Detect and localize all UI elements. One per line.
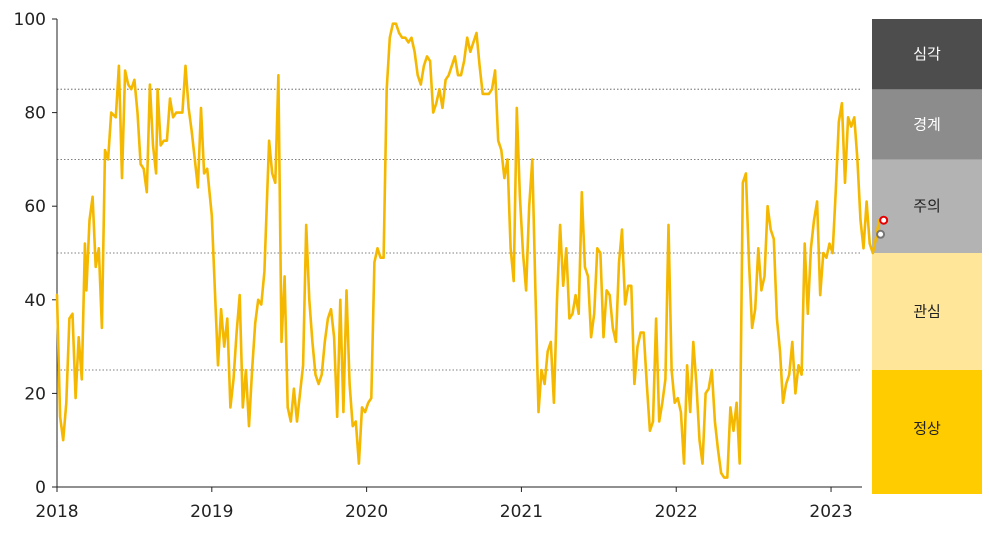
x-tick-label-2: 2020: [345, 502, 388, 522]
band-rect-0: [872, 19, 982, 97]
band-label-1: 경계: [913, 115, 941, 133]
y-axis-ticks: 0 20 40 60 80 100: [14, 10, 57, 498]
axes: [56, 19, 862, 488]
y-tick-label-1: 20: [24, 384, 46, 404]
y-tick-label-4: 80: [24, 104, 46, 124]
band-rect-4: [872, 370, 982, 494]
band-label-3: 관심: [913, 303, 941, 321]
x-axis-ticks: 2018 2019 2020 2021 2022 2023: [35, 487, 853, 522]
series-layer: [55, 22, 884, 479]
end-marker-0: [876, 229, 886, 239]
x-tick-label-4: 2022: [655, 502, 698, 522]
x-tick-label-3: 2021: [500, 502, 543, 522]
band-label-0: 심각: [913, 45, 941, 63]
band-rect-3: [872, 253, 982, 377]
end-marker-1: [879, 215, 889, 225]
band-label-4: 정상: [913, 420, 941, 438]
markers: [876, 215, 889, 239]
band-rect-2: [872, 159, 982, 260]
series-line-0: [55, 22, 884, 479]
x-tick-label-1: 2019: [190, 502, 233, 522]
band-rect-1: [872, 89, 982, 167]
y-tick-label-3: 60: [24, 197, 46, 217]
y-tick-label-0: 0: [35, 478, 46, 498]
grid-lines: [57, 88, 862, 371]
x-tick-label-0: 2018: [35, 502, 78, 522]
y-tick-label-5: 100: [14, 10, 46, 30]
x-tick-label-5: 2023: [809, 502, 852, 522]
y-tick-label-2: 40: [24, 291, 46, 311]
band-label-2: 주의: [913, 197, 941, 215]
